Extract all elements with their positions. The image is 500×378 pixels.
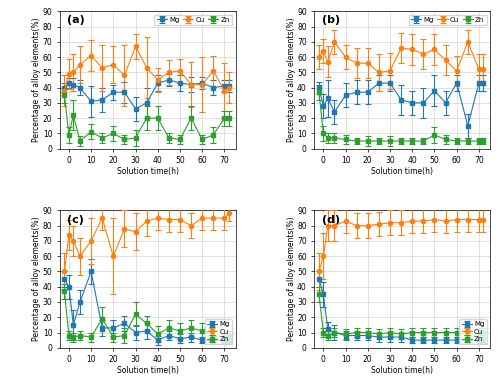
Legend: Mg, Cu, Zn: Mg, Cu, Zn — [205, 319, 232, 344]
Y-axis label: Percentage of alloy elements(%): Percentage of alloy elements(%) — [286, 18, 296, 142]
Text: (c): (c) — [67, 215, 84, 225]
Text: (d): (d) — [322, 215, 340, 225]
X-axis label: Solution time(h): Solution time(h) — [371, 366, 433, 375]
Text: (b): (b) — [322, 15, 340, 25]
Legend: Mg, Cu, Zn: Mg, Cu, Zn — [460, 319, 486, 344]
X-axis label: Solution time(h): Solution time(h) — [371, 167, 433, 176]
Y-axis label: Percentage of alloy elements(%): Percentage of alloy elements(%) — [32, 217, 41, 341]
Y-axis label: Percentage of alloy elements(%): Percentage of alloy elements(%) — [286, 217, 296, 341]
Y-axis label: Percentage of alloy elements(%): Percentage of alloy elements(%) — [32, 18, 41, 142]
Legend: Mg, Cu, Zn: Mg, Cu, Zn — [409, 15, 486, 25]
X-axis label: Solution time(h): Solution time(h) — [117, 366, 179, 375]
Text: (a): (a) — [67, 15, 85, 25]
X-axis label: Solution time(h): Solution time(h) — [117, 167, 179, 176]
Legend: Mg, Cu, Zn: Mg, Cu, Zn — [154, 15, 232, 25]
